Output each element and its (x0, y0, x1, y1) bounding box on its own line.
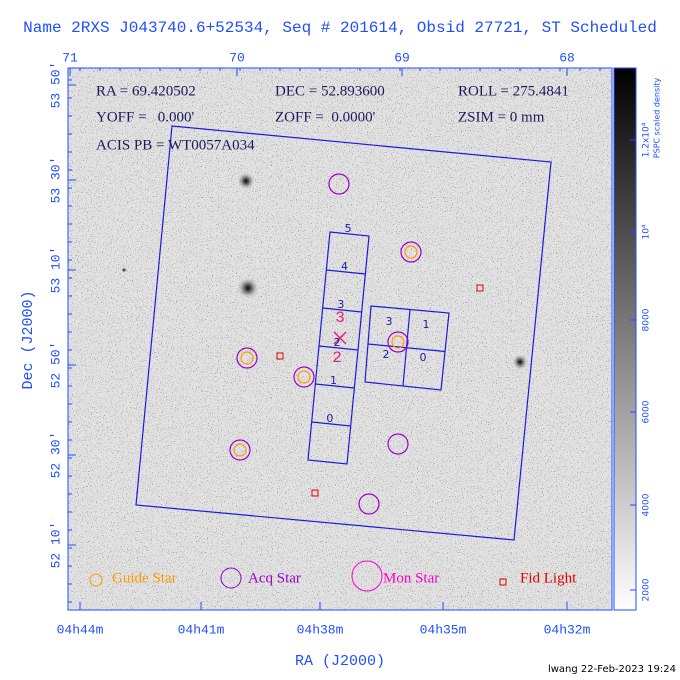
left-tick-label: 52 50' (48, 342, 63, 389)
chip-label: 3 (337, 298, 344, 311)
info-text: ROLL = 275.4841 (458, 83, 569, 99)
legend-label: Guide Star (112, 570, 177, 586)
top-tick-label: 69 (394, 50, 410, 65)
colorbar-tick-label: 4000 (642, 493, 652, 516)
info-text: ACIS PB = WT0057A034 (96, 137, 255, 153)
top-tick-label: 71 (62, 50, 78, 65)
bottom-tick-label: 04h35m (420, 622, 467, 637)
chip-divider (315, 383, 355, 389)
chip-divider (326, 269, 366, 275)
info-text: ZSIM = 0 mm (458, 109, 545, 125)
chip-label: 5 (345, 222, 352, 235)
chip-label: 4 (341, 260, 348, 273)
fid-lights (276, 284, 484, 497)
info-text: ZOFF = 0.0000' (275, 109, 376, 125)
aimpoint (333, 331, 347, 345)
colorbar (613, 67, 637, 611)
title: Name 2RXS J043740.6+52534, Seq # 201614,… (23, 19, 657, 37)
bottom-tick-label: 04h41m (178, 622, 225, 637)
left-tick-label: 52 30' (48, 432, 63, 479)
left-tick-label: 53 30' (48, 157, 63, 204)
chip-label: 2 (383, 348, 390, 361)
chip-divider (311, 421, 351, 427)
acis-i-array (364, 305, 450, 391)
colorbar-tick-label: 2000 (642, 578, 652, 601)
chip-divider (322, 307, 362, 313)
info-text: DEC = 52.893600 (275, 83, 385, 99)
left-tick-label: 53 50' (48, 62, 63, 109)
y-axis-label: Dec (J2000) (20, 290, 37, 389)
bottom-tick-label: 04h38m (297, 622, 344, 637)
chip-label: 1 (330, 374, 337, 387)
aimpoint-label: 2 (332, 349, 342, 367)
top-tick-label: 68 (559, 50, 575, 65)
colorbar-label: PSPC scaled density (653, 78, 662, 159)
info-text: RA = 69.420502 (96, 83, 196, 99)
bottom-tick-label: 04h44m (57, 622, 104, 637)
info-text: YOFF = 0.000' (96, 109, 195, 125)
info-block: RA = 69.420502 DEC = 52.893600 ROLL = 27… (96, 83, 569, 153)
aimpoint-label: 3 (335, 309, 345, 327)
chip-label: 2 (334, 336, 341, 349)
footer: lwang 22-Feb-2023 19:24 (548, 664, 676, 675)
left-tick-label: 53 10' (48, 247, 63, 294)
legend-label: Fid Light (520, 570, 577, 586)
colorbar-tick-label: 1.2x10⁴ (642, 122, 652, 157)
chip-label: 3 (386, 315, 393, 328)
detector-field (135, 125, 552, 541)
chip-label: 0 (420, 351, 427, 364)
legend-label: Acq Star (248, 570, 301, 586)
colorbar-tick-label: 10⁴ (642, 224, 652, 239)
colorbar-tick-label: 8000 (642, 308, 652, 331)
x-axis-label: RA (J2000) (295, 653, 385, 670)
bottom-tick-label: 04h32m (544, 622, 591, 637)
left-tick-label: 52 10' (48, 522, 63, 569)
colorbar-tick-label: 6000 (642, 400, 652, 423)
legend-label: Mon Star (383, 570, 439, 586)
chip-label: 0 (326, 412, 333, 425)
legend: Guide Star Acq Star Mon Star Fid Light (89, 560, 577, 592)
field-outlines (135, 125, 552, 541)
chip-divider (318, 345, 359, 351)
chip-label: 1 (423, 318, 430, 331)
top-tick-label: 70 (229, 50, 245, 65)
stars (229, 173, 422, 515)
